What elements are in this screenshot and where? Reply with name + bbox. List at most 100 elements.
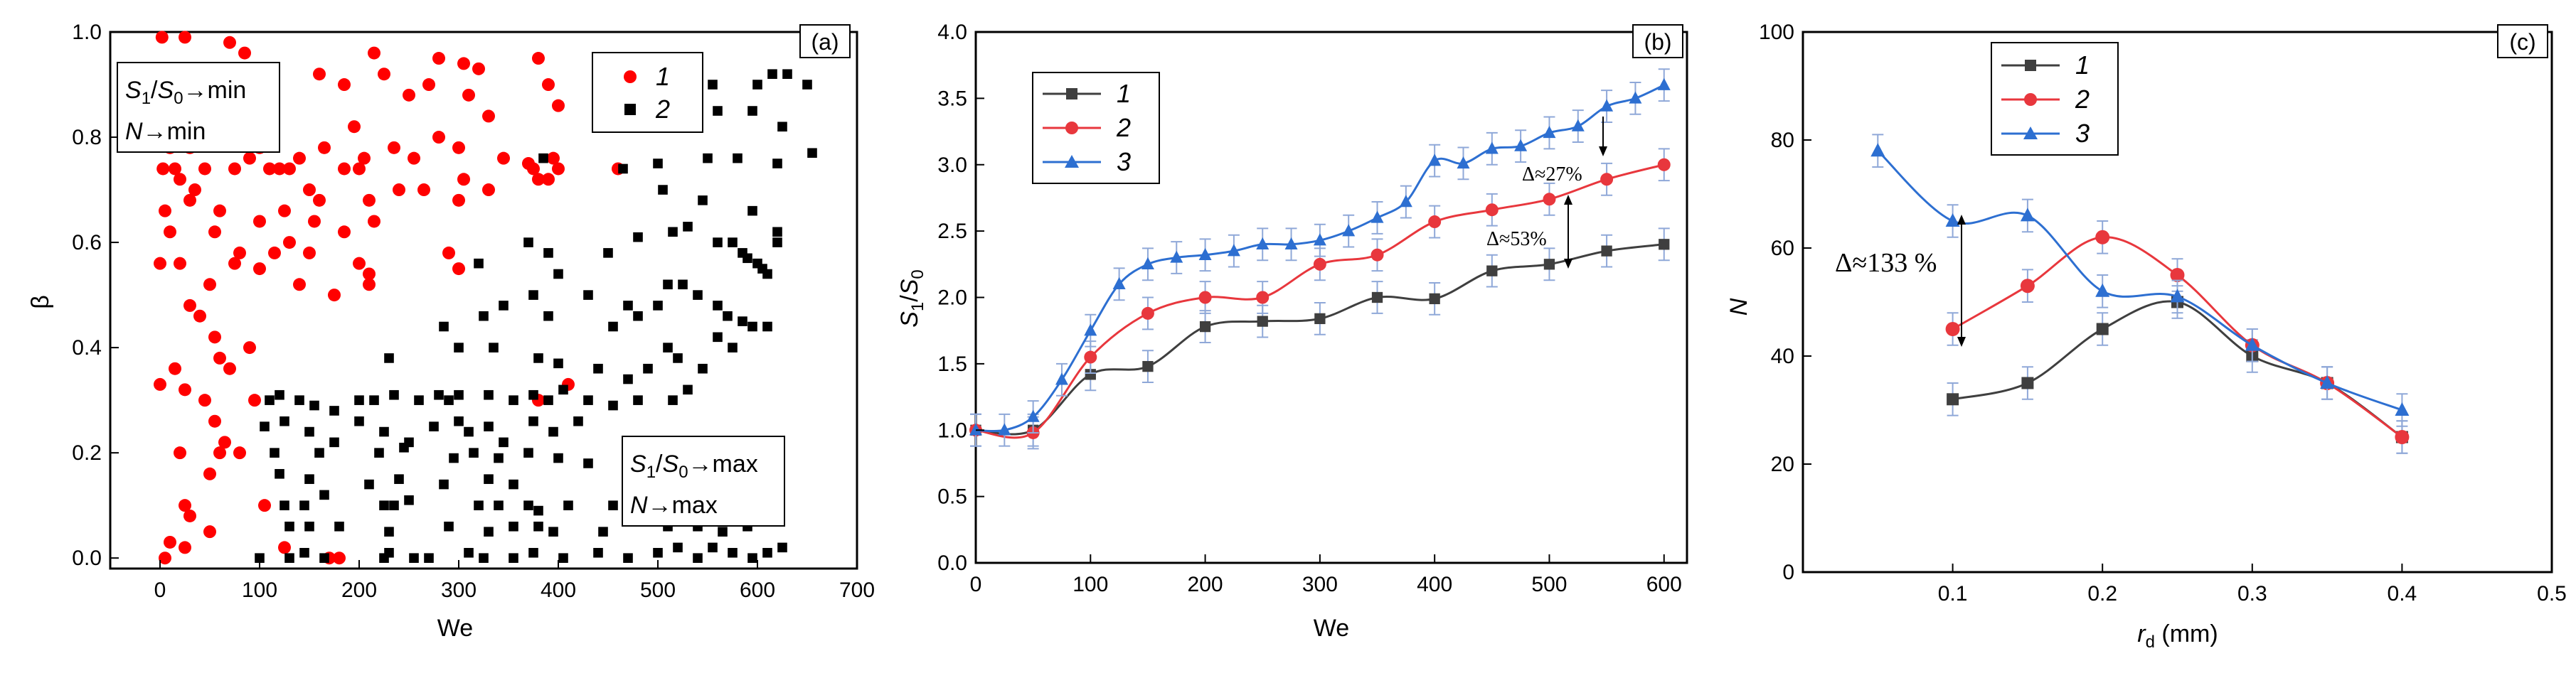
panel-a-label: (a) [811, 29, 839, 55]
panel-b-series-3-point [1657, 77, 1671, 90]
panel-b-legend-marker-1 [1066, 88, 1077, 99]
panel-a-series-2-point [409, 553, 419, 563]
panel-a-series-1-point [179, 31, 191, 44]
panel-a-series-1-point [183, 509, 196, 522]
panel-a-series-1-point [233, 246, 246, 259]
panel-a-series-1-point [393, 183, 405, 197]
a-x-tick-label: 400 [541, 579, 576, 602]
panel-a-series-2-point [718, 527, 728, 537]
panel-a-series-2-point [767, 69, 777, 80]
panel-c-series-2-point [2170, 268, 2185, 282]
c-y-tick-label: 40 [1771, 345, 1794, 368]
panel-a-series-1-point [313, 193, 326, 207]
panel-a-legend [592, 52, 703, 133]
panel-a-series-1-point [353, 162, 366, 176]
panel-b-series-2-point [1371, 248, 1384, 262]
panel-a-series-1-point [368, 215, 380, 228]
panel-a-series-2-point [543, 311, 553, 321]
panel-a-series-2-point [802, 80, 812, 90]
panel-b-legend-label-2: 2 [1116, 113, 1131, 142]
panel-a-series-2-point [633, 311, 643, 321]
panel-a-series-2-point [314, 448, 324, 458]
panel-a-series-2-point [673, 542, 683, 553]
panel-a-series-2-point [499, 437, 509, 448]
panel-a-series-2-point [683, 222, 693, 232]
panel-a-series-1-point [208, 414, 221, 428]
panel-a-series-2-point [484, 389, 494, 400]
panel-a-series-2-point [509, 395, 518, 405]
panel-a-x-axis-label: We [437, 615, 473, 642]
panel-a-series-1-point [228, 257, 241, 270]
panel-a-y-ticks: 0.0 0.2 0.4 0.6 0.8 1.0 [72, 21, 119, 570]
panel-a-series-2-point [623, 301, 633, 311]
b-y-tick-label: 3.5 [937, 87, 967, 110]
panel-b-series-3-point [1600, 99, 1614, 112]
panel-a-series-2-point [384, 527, 394, 537]
panel-c-series-1-point [1947, 393, 1959, 406]
panel-a-series-2-point [299, 500, 309, 510]
panel-a-series-1-point [278, 204, 291, 217]
panel-a-series-2-point [703, 153, 713, 163]
panel-a-series-1-point [223, 362, 236, 375]
panel-a-series-2-point [558, 553, 568, 563]
panel-a-series-2-point [777, 122, 787, 132]
panel-a-series-1-point [303, 183, 316, 197]
panel-a-series-1-point [243, 341, 256, 355]
panel-a-series-2-point [354, 416, 364, 426]
panel-b-series-3-point [1571, 119, 1585, 131]
panel-a-series-2-point [294, 395, 304, 405]
panel-a-series-1-point [293, 151, 306, 165]
b-x-tick-label: 100 [1073, 573, 1108, 596]
panel-a-series-2-point [747, 321, 757, 332]
panel-a-series-1-point [213, 351, 226, 365]
panel-a-series-2-point [280, 416, 289, 426]
panel-a-series-2-point [369, 395, 379, 405]
panel-b-series-1-point [1486, 265, 1498, 276]
panel-a-series-2-point [275, 468, 284, 479]
panel-a-series-2-point [454, 343, 464, 353]
panel-a-series-1-point [363, 193, 376, 207]
panel-a-series-1-point [452, 141, 465, 154]
panel-c-frame [1801, 31, 2553, 574]
panel-a-series-2-point [747, 553, 757, 563]
panel-a-series-2-point [683, 384, 693, 395]
panel-b-series-3-point [1170, 250, 1183, 263]
panel-a-series-1-point [442, 246, 455, 259]
panel-a: 0 100 200 300 400 500 600 700 0.0 0.2 0.4 0.6 0.8 1.… [27, 21, 875, 642]
panel-c-series-2-point [1945, 322, 1960, 336]
panel-a-series-1-point [169, 362, 181, 375]
panel-a-series-1-point [169, 162, 181, 176]
panel-c-y-ticks: 0 20 40 60 80 100 [1759, 21, 1811, 584]
panel-a-series-2-point [762, 269, 772, 279]
b-y-tick-label: 4.0 [937, 21, 967, 44]
panel-a-series-1-point [308, 215, 321, 228]
panel-a-series-1-point [348, 120, 361, 134]
panel-a-annotation-max-line2: N→max [630, 492, 718, 519]
c-x-tick-label: 0.4 [2388, 582, 2417, 606]
panel-b-series-3-point [1629, 91, 1642, 104]
panel-a-series-2-point [484, 527, 494, 537]
panel-a-series-2-point [270, 448, 280, 458]
panel-a-frame [109, 31, 858, 570]
panel-a-series-2-point [608, 500, 618, 510]
panel-a-series-2-point [379, 426, 389, 437]
panel-a-series-2-point [389, 500, 399, 510]
panel-b-series-2-point [1485, 203, 1499, 217]
panel-a-series-2-point [708, 542, 718, 553]
panel-c-series-1-point [2021, 377, 2034, 389]
panel-a-series-2-point [543, 395, 553, 405]
c-x-tick-label: 0.5 [2537, 582, 2567, 606]
panel-a-series-2-point [633, 232, 643, 242]
panel-c-series-3-point [2095, 283, 2110, 297]
panel-c-series-3-point [2395, 402, 2410, 416]
panel-a-series-1-point [193, 309, 206, 323]
panel-c-legend-label-3: 3 [2075, 119, 2090, 148]
panel-a-series-1-point [457, 57, 470, 70]
panel-b: 0 100 200 300 400 500 600 0.0 0.5 1.0 1.5 2.0 2.5 3.… [896, 21, 1688, 642]
panel-a-series-1-point [328, 289, 341, 302]
panel-a-series-2-point [663, 279, 673, 290]
panel-c-legend-label-2: 2 [2075, 85, 2090, 114]
panel-a-series-2-point [553, 269, 563, 279]
panel-a-series-2-point [484, 421, 494, 431]
panel-a-series-2-point [733, 153, 743, 163]
